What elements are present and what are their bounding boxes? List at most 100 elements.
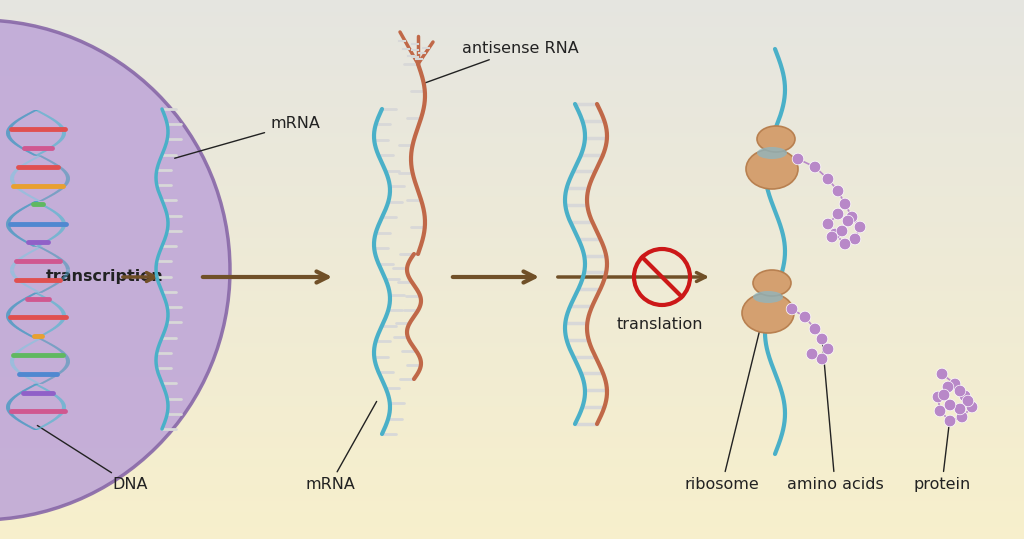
Polygon shape — [26, 243, 31, 244]
Polygon shape — [45, 390, 50, 391]
Polygon shape — [24, 346, 29, 347]
Polygon shape — [60, 320, 65, 321]
Polygon shape — [18, 190, 24, 191]
Polygon shape — [60, 310, 65, 312]
Polygon shape — [47, 239, 52, 240]
Ellipse shape — [757, 126, 795, 152]
Polygon shape — [41, 157, 46, 158]
Polygon shape — [58, 189, 63, 190]
Polygon shape — [47, 391, 52, 392]
Polygon shape — [16, 188, 20, 189]
Polygon shape — [6, 134, 10, 135]
Polygon shape — [6, 133, 10, 134]
Polygon shape — [45, 332, 50, 333]
Polygon shape — [40, 113, 45, 114]
Polygon shape — [59, 279, 65, 280]
Polygon shape — [9, 231, 13, 232]
Polygon shape — [27, 287, 32, 288]
Polygon shape — [28, 387, 33, 388]
Polygon shape — [48, 421, 53, 422]
Polygon shape — [10, 362, 14, 363]
Polygon shape — [63, 276, 68, 277]
Polygon shape — [20, 239, 26, 240]
Polygon shape — [13, 170, 18, 171]
Polygon shape — [60, 229, 65, 230]
Polygon shape — [44, 159, 49, 160]
Polygon shape — [55, 214, 60, 215]
Polygon shape — [38, 386, 43, 387]
Polygon shape — [50, 393, 55, 394]
Polygon shape — [10, 363, 14, 364]
Polygon shape — [49, 238, 54, 239]
Polygon shape — [43, 114, 48, 115]
Polygon shape — [59, 309, 63, 310]
Polygon shape — [6, 224, 10, 225]
Polygon shape — [6, 409, 10, 410]
Polygon shape — [32, 250, 37, 251]
Circle shape — [944, 399, 955, 411]
Polygon shape — [63, 355, 68, 356]
Polygon shape — [12, 171, 17, 172]
Polygon shape — [33, 198, 38, 199]
Polygon shape — [56, 325, 60, 326]
Polygon shape — [61, 410, 66, 411]
Polygon shape — [56, 306, 61, 307]
Polygon shape — [6, 407, 10, 408]
Circle shape — [959, 390, 971, 402]
Polygon shape — [19, 166, 25, 167]
Polygon shape — [54, 121, 58, 122]
Polygon shape — [7, 219, 12, 220]
Polygon shape — [66, 175, 70, 176]
Polygon shape — [34, 382, 39, 383]
Polygon shape — [45, 251, 50, 252]
Polygon shape — [18, 373, 24, 374]
Polygon shape — [59, 139, 63, 140]
Polygon shape — [57, 124, 61, 125]
Polygon shape — [6, 314, 10, 315]
Polygon shape — [56, 142, 60, 143]
Polygon shape — [43, 206, 48, 207]
Ellipse shape — [757, 147, 787, 159]
Polygon shape — [66, 272, 70, 273]
Polygon shape — [52, 120, 57, 121]
Polygon shape — [7, 137, 12, 138]
Polygon shape — [34, 157, 39, 158]
Polygon shape — [10, 181, 14, 182]
Polygon shape — [61, 186, 67, 187]
Polygon shape — [6, 226, 10, 227]
Polygon shape — [66, 364, 70, 365]
Polygon shape — [31, 202, 36, 203]
Polygon shape — [18, 209, 24, 210]
Polygon shape — [50, 420, 55, 421]
Polygon shape — [48, 252, 53, 253]
Polygon shape — [55, 257, 60, 258]
Polygon shape — [36, 245, 42, 246]
Polygon shape — [29, 379, 34, 380]
Polygon shape — [14, 144, 19, 146]
Circle shape — [786, 303, 798, 315]
Polygon shape — [32, 293, 37, 294]
Polygon shape — [62, 224, 66, 225]
Polygon shape — [20, 208, 26, 209]
Polygon shape — [16, 351, 20, 352]
Polygon shape — [10, 269, 14, 270]
Polygon shape — [12, 355, 16, 356]
Polygon shape — [61, 222, 66, 223]
Polygon shape — [59, 321, 65, 322]
Text: translation: translation — [616, 317, 703, 332]
Polygon shape — [7, 403, 11, 404]
Polygon shape — [32, 158, 38, 159]
Polygon shape — [29, 112, 35, 113]
Polygon shape — [14, 327, 19, 328]
Polygon shape — [18, 118, 24, 119]
Polygon shape — [8, 400, 13, 401]
Polygon shape — [59, 218, 65, 219]
Polygon shape — [40, 426, 45, 427]
Polygon shape — [43, 333, 48, 334]
Polygon shape — [11, 123, 15, 124]
Polygon shape — [51, 285, 56, 286]
Circle shape — [934, 405, 946, 417]
Polygon shape — [7, 412, 12, 413]
Polygon shape — [26, 425, 31, 426]
Polygon shape — [15, 394, 20, 395]
